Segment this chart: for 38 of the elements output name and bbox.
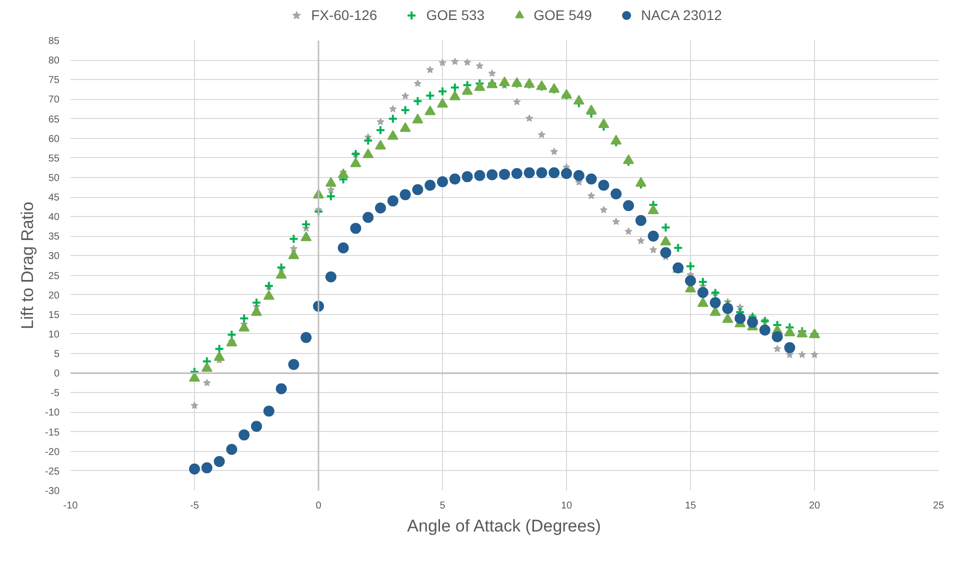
y-tick-label: 55: [48, 153, 60, 164]
y-tick-label: 70: [48, 94, 60, 106]
y-tick-label: -5: [50, 388, 60, 400]
y-tick-label: 30: [48, 251, 60, 262]
legend-label: GOE 549: [534, 7, 592, 23]
x-tick-label: -10: [63, 500, 78, 512]
y-tick-label: -30: [45, 486, 60, 497]
legend-label: FX-60-126: [311, 7, 378, 23]
y-tick-label: 15: [48, 310, 60, 321]
y-tick-label: 45: [48, 192, 60, 204]
y-tick-label: 65: [48, 114, 60, 126]
x-tick-label: 5: [440, 500, 446, 512]
y-tick-label: -25: [45, 466, 60, 478]
y-tick-label: 0: [54, 368, 60, 380]
y-tick-label: 50: [48, 172, 60, 184]
y-tick-label: 35: [48, 232, 60, 243]
y-tick-label: 10: [48, 329, 60, 340]
y-axis-title: Lift to Drag Ratio: [18, 202, 38, 330]
y-tick-label: 5: [54, 349, 60, 360]
y-tick-label: -15: [45, 427, 60, 438]
legend-label: GOE 533: [426, 7, 485, 23]
y-tick-label: 20: [48, 290, 60, 302]
x-tick-label: 25: [932, 500, 944, 512]
y-tick-label: -10: [45, 408, 60, 419]
x-tick-label: 10: [560, 500, 572, 512]
x-tick-label: 20: [808, 500, 820, 512]
y-tick-label: 25: [48, 270, 60, 282]
y-tick-label: -20: [45, 446, 60, 458]
x-tick-label: 0: [316, 500, 322, 512]
x-tick-label: 15: [684, 500, 696, 512]
x-tick-label: -5: [190, 500, 200, 512]
legend-label: NACA 23012: [640, 7, 722, 23]
y-tick-label: 40: [48, 212, 60, 224]
y-tick-label: 85: [48, 36, 60, 47]
y-tick-label: 60: [48, 134, 60, 145]
y-tick-label: 75: [48, 75, 60, 86]
y-tick-label: 80: [48, 56, 60, 67]
x-axis-title: Angle of Attack (Degrees): [407, 516, 601, 536]
